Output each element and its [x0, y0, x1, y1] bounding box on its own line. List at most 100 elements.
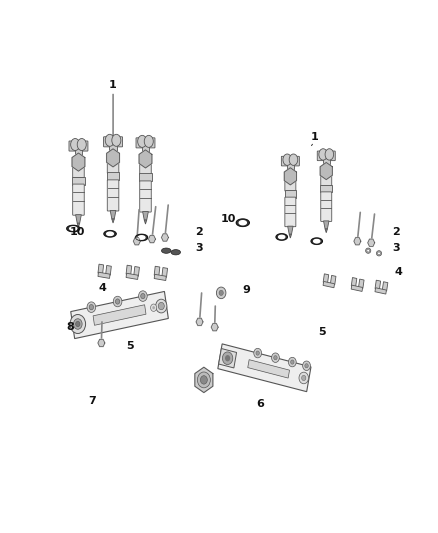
Polygon shape: [382, 282, 388, 291]
Ellipse shape: [376, 251, 381, 256]
Polygon shape: [106, 149, 120, 167]
Circle shape: [254, 349, 261, 358]
Polygon shape: [98, 272, 110, 278]
Polygon shape: [375, 288, 386, 294]
Circle shape: [74, 319, 82, 329]
Circle shape: [305, 364, 308, 368]
Circle shape: [272, 353, 279, 362]
Circle shape: [87, 302, 95, 312]
Circle shape: [113, 296, 122, 307]
FancyBboxPatch shape: [110, 144, 117, 151]
Polygon shape: [239, 221, 246, 225]
Text: 4: 4: [394, 267, 402, 277]
FancyBboxPatch shape: [285, 177, 296, 191]
Circle shape: [138, 291, 147, 301]
Polygon shape: [104, 231, 116, 237]
Polygon shape: [134, 238, 140, 245]
Circle shape: [289, 357, 296, 367]
Polygon shape: [135, 235, 148, 241]
Polygon shape: [154, 266, 160, 276]
Circle shape: [299, 372, 308, 384]
Text: 6: 6: [256, 399, 264, 409]
FancyBboxPatch shape: [323, 158, 330, 165]
FancyBboxPatch shape: [139, 173, 152, 181]
FancyBboxPatch shape: [73, 163, 84, 177]
Text: 8: 8: [67, 322, 74, 332]
FancyBboxPatch shape: [107, 172, 119, 180]
Text: 5: 5: [126, 341, 134, 351]
Ellipse shape: [112, 134, 121, 147]
Circle shape: [216, 287, 226, 298]
Circle shape: [116, 299, 120, 304]
Circle shape: [76, 321, 80, 327]
Text: 4: 4: [99, 282, 106, 293]
FancyBboxPatch shape: [75, 148, 82, 156]
FancyBboxPatch shape: [136, 138, 155, 148]
Polygon shape: [311, 238, 322, 244]
Ellipse shape: [77, 139, 86, 150]
Polygon shape: [148, 236, 155, 243]
Polygon shape: [154, 274, 166, 280]
Ellipse shape: [71, 139, 80, 150]
Ellipse shape: [367, 249, 370, 252]
Circle shape: [256, 351, 259, 355]
Circle shape: [151, 304, 157, 311]
FancyBboxPatch shape: [317, 151, 335, 160]
Polygon shape: [77, 223, 80, 227]
FancyBboxPatch shape: [103, 137, 123, 147]
Polygon shape: [110, 211, 116, 219]
Polygon shape: [289, 234, 292, 238]
Text: 2: 2: [195, 227, 203, 237]
Polygon shape: [354, 238, 361, 245]
Ellipse shape: [171, 249, 180, 255]
Text: 3: 3: [195, 243, 203, 253]
Polygon shape: [138, 236, 145, 239]
Ellipse shape: [144, 135, 153, 148]
Polygon shape: [162, 234, 168, 241]
Polygon shape: [72, 153, 85, 171]
Polygon shape: [314, 239, 320, 243]
Polygon shape: [211, 324, 218, 331]
FancyBboxPatch shape: [321, 192, 332, 221]
Polygon shape: [195, 367, 213, 393]
Polygon shape: [276, 234, 287, 240]
Polygon shape: [237, 219, 249, 227]
Polygon shape: [248, 360, 290, 378]
Circle shape: [290, 360, 294, 364]
Polygon shape: [93, 305, 146, 325]
FancyBboxPatch shape: [107, 180, 119, 211]
FancyBboxPatch shape: [285, 190, 296, 198]
Polygon shape: [196, 318, 203, 326]
FancyBboxPatch shape: [107, 158, 119, 173]
Text: 1: 1: [310, 132, 318, 142]
Circle shape: [219, 290, 223, 295]
Text: 7: 7: [88, 396, 96, 406]
Text: 10: 10: [70, 227, 85, 237]
Polygon shape: [351, 278, 357, 287]
Text: 5: 5: [318, 327, 326, 337]
Polygon shape: [323, 274, 328, 283]
Circle shape: [152, 306, 155, 309]
Polygon shape: [107, 232, 113, 236]
Polygon shape: [359, 279, 364, 288]
Polygon shape: [324, 221, 329, 229]
Polygon shape: [143, 212, 148, 220]
Text: 1: 1: [109, 79, 117, 90]
Ellipse shape: [105, 134, 114, 147]
Polygon shape: [325, 229, 328, 233]
Polygon shape: [219, 349, 237, 368]
Ellipse shape: [138, 135, 147, 148]
Circle shape: [225, 355, 230, 361]
Polygon shape: [126, 273, 138, 279]
Text: 10: 10: [221, 214, 236, 224]
Circle shape: [89, 304, 94, 310]
Ellipse shape: [162, 248, 171, 253]
Polygon shape: [162, 268, 168, 277]
Polygon shape: [112, 219, 114, 223]
Circle shape: [223, 352, 233, 365]
Circle shape: [201, 376, 207, 384]
Text: 3: 3: [392, 243, 399, 253]
Polygon shape: [320, 163, 332, 180]
Polygon shape: [70, 227, 77, 230]
Polygon shape: [76, 215, 81, 223]
